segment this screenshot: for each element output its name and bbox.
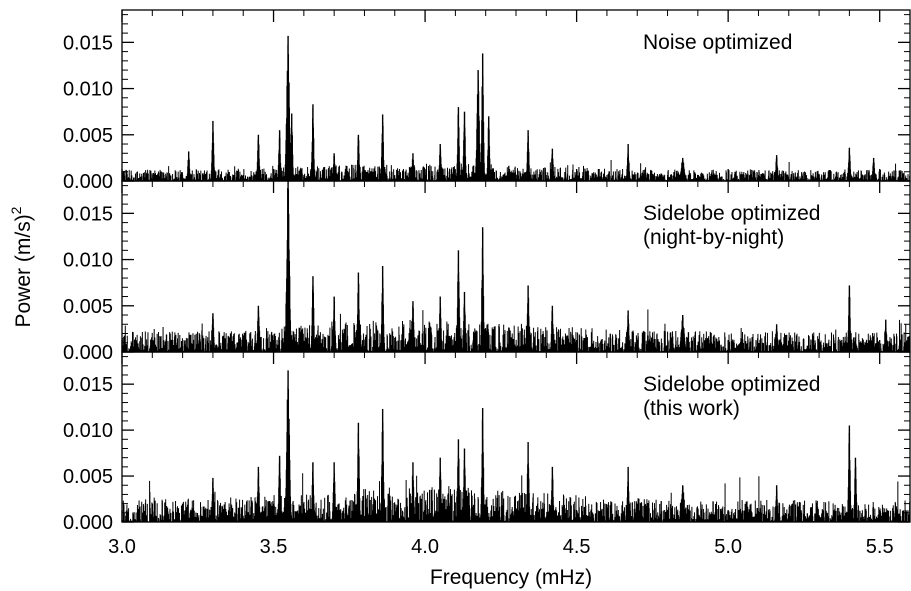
x-axis-label: Frequency (mHz) [430, 566, 592, 589]
x-tick-label: 3.0 [108, 536, 136, 558]
y-tick-label: 0.000 [63, 342, 113, 364]
panel-annotation: Sidelobe optimized [643, 202, 820, 225]
x-tick-label: 5.5 [866, 536, 894, 558]
power-trace [121, 386, 911, 522]
y-tick-label: 0.005 [63, 296, 113, 318]
y-tick-label: 0.000 [63, 512, 113, 534]
panel-annotation: Noise optimized [643, 31, 792, 54]
panel-3: 0.000 0.005 0.010 0.015 Sidelobe optimized(t… [63, 351, 911, 534]
y-axis-label: Power (m/s)2 [8, 206, 35, 327]
y-axis-label-superscript: 2 [8, 206, 24, 214]
panel-1: 0.000 0.005 0.010 0.015 Noise optimized [63, 9, 911, 193]
panel-annotation: (night-by-night) [643, 226, 784, 249]
panel-annotation: (this work) [643, 397, 740, 420]
y-tick-label: 0.010 [63, 420, 113, 442]
y-tick-label: 0.005 [63, 125, 113, 147]
y-tick-label: 0.015 [63, 203, 113, 225]
y-tick-label: 0.000 [63, 171, 113, 193]
x-tick-label: 3.5 [260, 536, 288, 558]
panel-2: 0.000 0.005 0.010 0.015 Sidelobe optimized(n… [63, 180, 911, 364]
x-tick-label: 4.0 [411, 536, 439, 558]
y-tick-label: 0.010 [63, 79, 113, 101]
y-tick-label: 0.015 [63, 32, 113, 54]
power-trace [121, 44, 911, 181]
x-tick-label: 4.5 [563, 536, 591, 558]
x-tick-label: 5.0 [714, 536, 742, 558]
y-tick-label: 0.010 [63, 250, 113, 272]
y-tick-label: 0.015 [63, 374, 113, 396]
y-tick-label: 0.005 [63, 466, 113, 488]
panel-annotation: Sidelobe optimized [643, 373, 820, 396]
